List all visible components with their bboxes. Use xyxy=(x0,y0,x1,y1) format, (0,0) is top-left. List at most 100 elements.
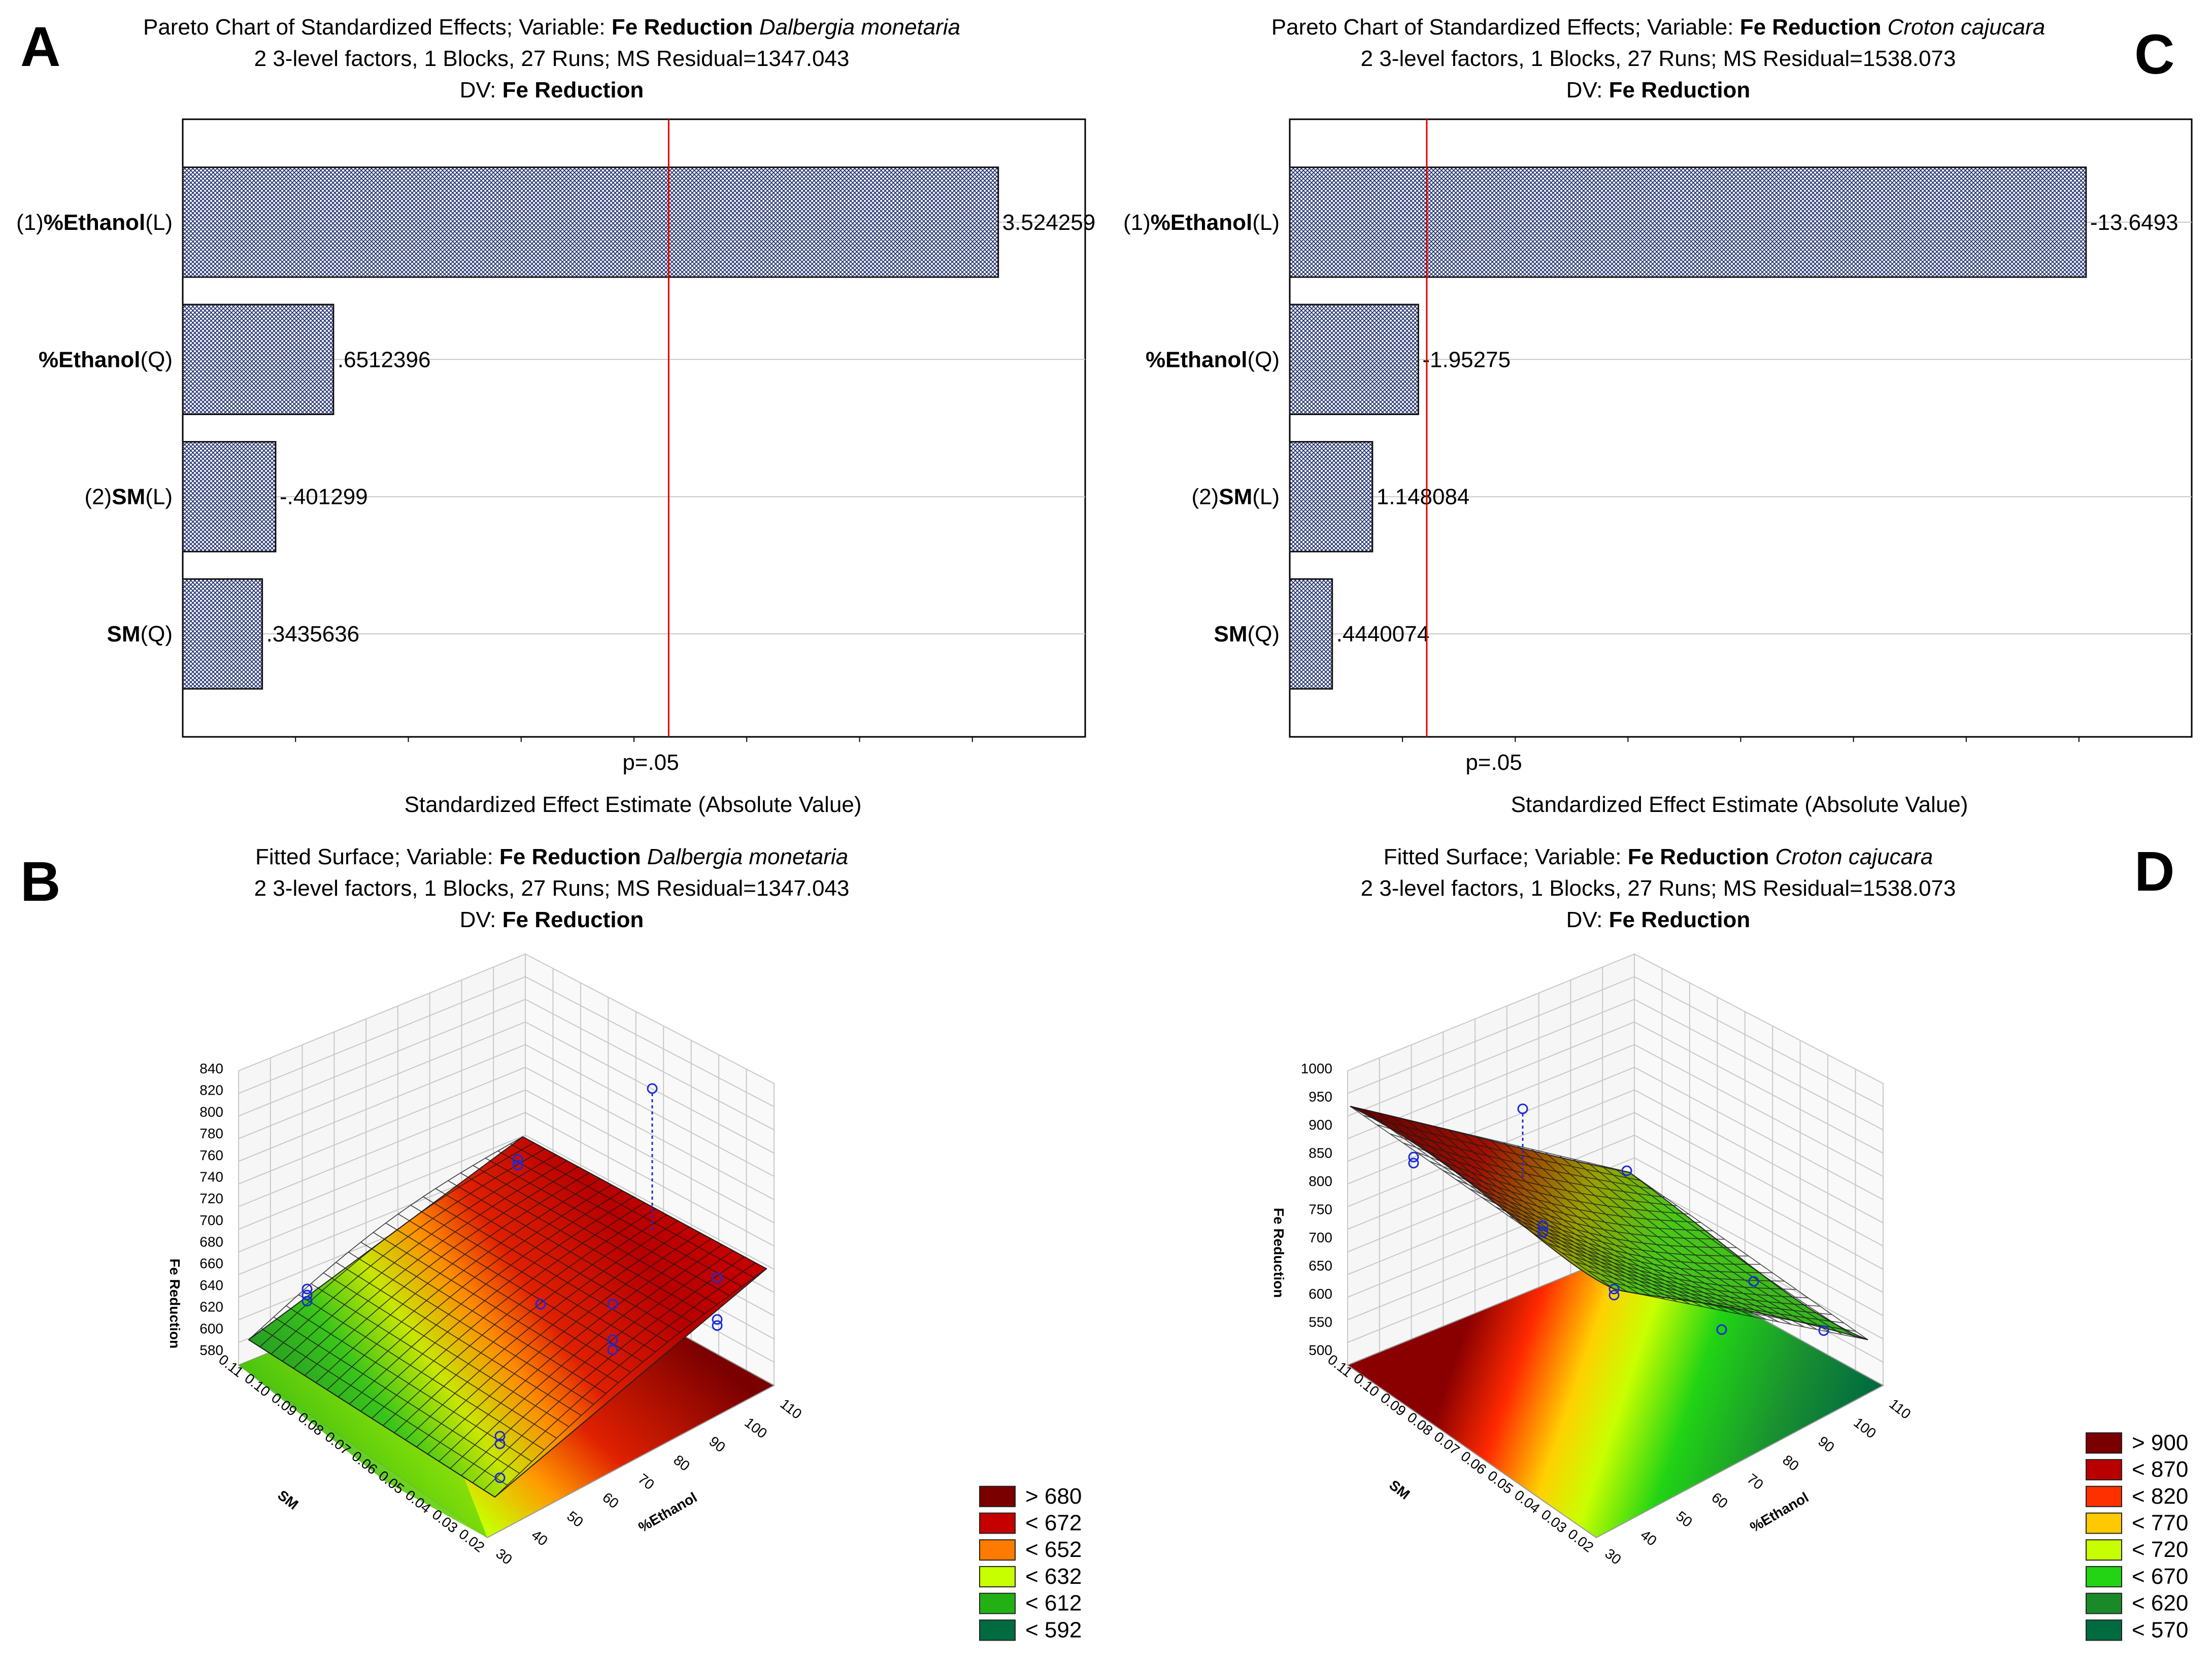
legend-swatch xyxy=(979,1539,1016,1561)
grid-line xyxy=(238,999,526,1117)
grid-line xyxy=(1347,1044,1635,1162)
x-tick-label: 30 xyxy=(1602,1545,1624,1568)
legend-label: < 670 xyxy=(2132,1564,2188,1589)
z-tick-label: 800 xyxy=(1309,1173,1332,1189)
mesh-line xyxy=(1614,1288,1868,1340)
grid-line xyxy=(525,1067,775,1200)
z-tick-label: 1000 xyxy=(1301,1061,1332,1076)
x-tick-label: 100 xyxy=(742,1414,770,1441)
legend-d: > 900< 870< 820< 770< 720< 670< 620< 570 xyxy=(2086,1430,2188,1642)
z-tick-label: 620 xyxy=(199,1299,223,1315)
mesh-line xyxy=(1475,1135,1729,1312)
z-tick-label: 820 xyxy=(199,1082,223,1098)
legend-label: < 592 xyxy=(1025,1617,1082,1642)
title-b-line3: DV: Fe Reduction xyxy=(460,907,644,932)
z-tick-label: 700 xyxy=(1309,1230,1332,1245)
grid-line xyxy=(1634,976,1884,1107)
mesh-line xyxy=(394,1214,667,1433)
value-label-1: -13.6493 xyxy=(2090,210,2179,235)
grid-line xyxy=(238,1134,526,1252)
x-tick-label: 40 xyxy=(528,1527,551,1549)
title-a-line2: 2 3-level factors, 1 Blocks, 27 Runs; MS… xyxy=(254,46,850,71)
x-tick-label: 60 xyxy=(1708,1489,1731,1512)
legend-swatch xyxy=(2086,1539,2122,1561)
mesh-line xyxy=(1447,1129,1703,1307)
pareto-plot-area-a: 3.524259 (1)%Ethanol(L) .6512396 %Ethanol(Q… xyxy=(16,118,1096,742)
mesh-line xyxy=(473,1165,718,1305)
z-tick-label: 850 xyxy=(1309,1145,1332,1161)
mesh-line xyxy=(1521,1225,1785,1282)
z-tick-label: 660 xyxy=(199,1256,223,1271)
title-b-line2: 2 3-level factors, 1 Blocks, 27 Runs; MS… xyxy=(254,876,850,901)
grid-line xyxy=(238,1112,526,1230)
title-c-line2: 2 3-level factors, 1 Blocks, 27 Runs; MS… xyxy=(1361,46,1956,71)
threshold-label-a: p=.05 xyxy=(622,750,679,775)
z-tick-label: 800 xyxy=(199,1104,223,1120)
grid-line xyxy=(525,1089,775,1224)
x-tick-label: 90 xyxy=(706,1433,728,1455)
legend-swatch xyxy=(979,1512,1016,1534)
mesh-line xyxy=(460,1172,705,1314)
mesh-line xyxy=(371,1202,645,1419)
x-tick-label: 100 xyxy=(1851,1414,1879,1441)
legend-swatch xyxy=(979,1619,1016,1641)
legend-swatch xyxy=(2086,1592,2122,1614)
grid-line xyxy=(1634,1135,1884,1270)
grid-line xyxy=(1634,999,1884,1131)
surface-chart-b: Fitted Surface; Variable: Fe Reduction D… xyxy=(167,844,1082,1642)
z-tick-label: 720 xyxy=(199,1191,223,1206)
grid-line xyxy=(525,1044,775,1177)
mesh-line xyxy=(485,1158,730,1296)
mesh-line xyxy=(448,1180,693,1324)
legend-b: > 680< 672< 652< 632< 612< 592 xyxy=(979,1484,1082,1642)
legend-label: < 870 xyxy=(2132,1457,2188,1482)
mesh-line xyxy=(410,1205,656,1352)
value-label-1: 3.524259 xyxy=(1002,210,1096,235)
mesh-line xyxy=(1548,1243,1808,1299)
mesh-line xyxy=(398,1213,644,1363)
mesh-line xyxy=(423,1196,668,1343)
legend-label: < 570 xyxy=(2132,1617,2188,1642)
mesh-line xyxy=(1587,1270,1845,1324)
x-axis-label-a: Standardized Effect Estimate (Absolute V… xyxy=(405,792,862,817)
legend-swatch xyxy=(2086,1432,2122,1454)
z-tick-label: 500 xyxy=(1309,1342,1332,1358)
mesh-line xyxy=(461,1250,734,1476)
grid-line xyxy=(238,1044,526,1162)
z-tick-label: 680 xyxy=(199,1234,223,1250)
grid-line xyxy=(1634,1067,1884,1200)
category-label-4: SM(Q) xyxy=(107,622,173,647)
title-d-line2: 2 3-level factors, 1 Blocks, 27 Runs; MS… xyxy=(1361,876,1956,901)
x-tick-label: 110 xyxy=(777,1396,805,1422)
bar-1 xyxy=(1289,166,2087,278)
legend-swatch xyxy=(2086,1485,2122,1507)
mesh-line xyxy=(1461,1132,1716,1310)
surface-chart-d: Fitted Surface; Variable: Fe Reduction C… xyxy=(1271,844,2188,1642)
x-tick-label: 110 xyxy=(1886,1396,1914,1422)
grid-line xyxy=(1634,1021,1884,1154)
x-tick-label: 50 xyxy=(1673,1508,1695,1531)
mesh-line xyxy=(1600,1279,1856,1332)
legend-label: > 680 xyxy=(1025,1484,1082,1509)
mesh-line xyxy=(1574,1261,1832,1315)
title-d-line3: DV: Fe Reduction xyxy=(1566,907,1751,932)
grid-line xyxy=(1634,1112,1884,1247)
grid-line xyxy=(525,999,775,1131)
x-axis-label-d: %Ethanol xyxy=(1748,1489,1812,1536)
mesh-line xyxy=(1405,1119,1665,1300)
z-tick-label: 780 xyxy=(199,1126,223,1141)
legend-label: < 720 xyxy=(2132,1537,2188,1562)
grid-line xyxy=(525,1021,775,1154)
pareto-plot-area-c: -13.6493 (1)%Ethanol(L) -1.95275 %Ethanol(Q… xyxy=(1123,118,2193,742)
x-tick-label: 90 xyxy=(1815,1433,1837,1455)
grid-line xyxy=(1634,1180,1884,1316)
value-label-4: .4440074 xyxy=(1336,622,1430,647)
grid-line xyxy=(1347,976,1635,1094)
title-a-line3: DV: Fe Reduction xyxy=(460,78,644,103)
legend-label: < 672 xyxy=(1025,1511,1082,1536)
grid-line xyxy=(238,1021,526,1139)
z-tick-label: 740 xyxy=(199,1169,223,1184)
bar-2 xyxy=(182,303,334,415)
mesh-line xyxy=(1433,1126,1691,1305)
panel-label-c: C xyxy=(2134,23,2174,86)
